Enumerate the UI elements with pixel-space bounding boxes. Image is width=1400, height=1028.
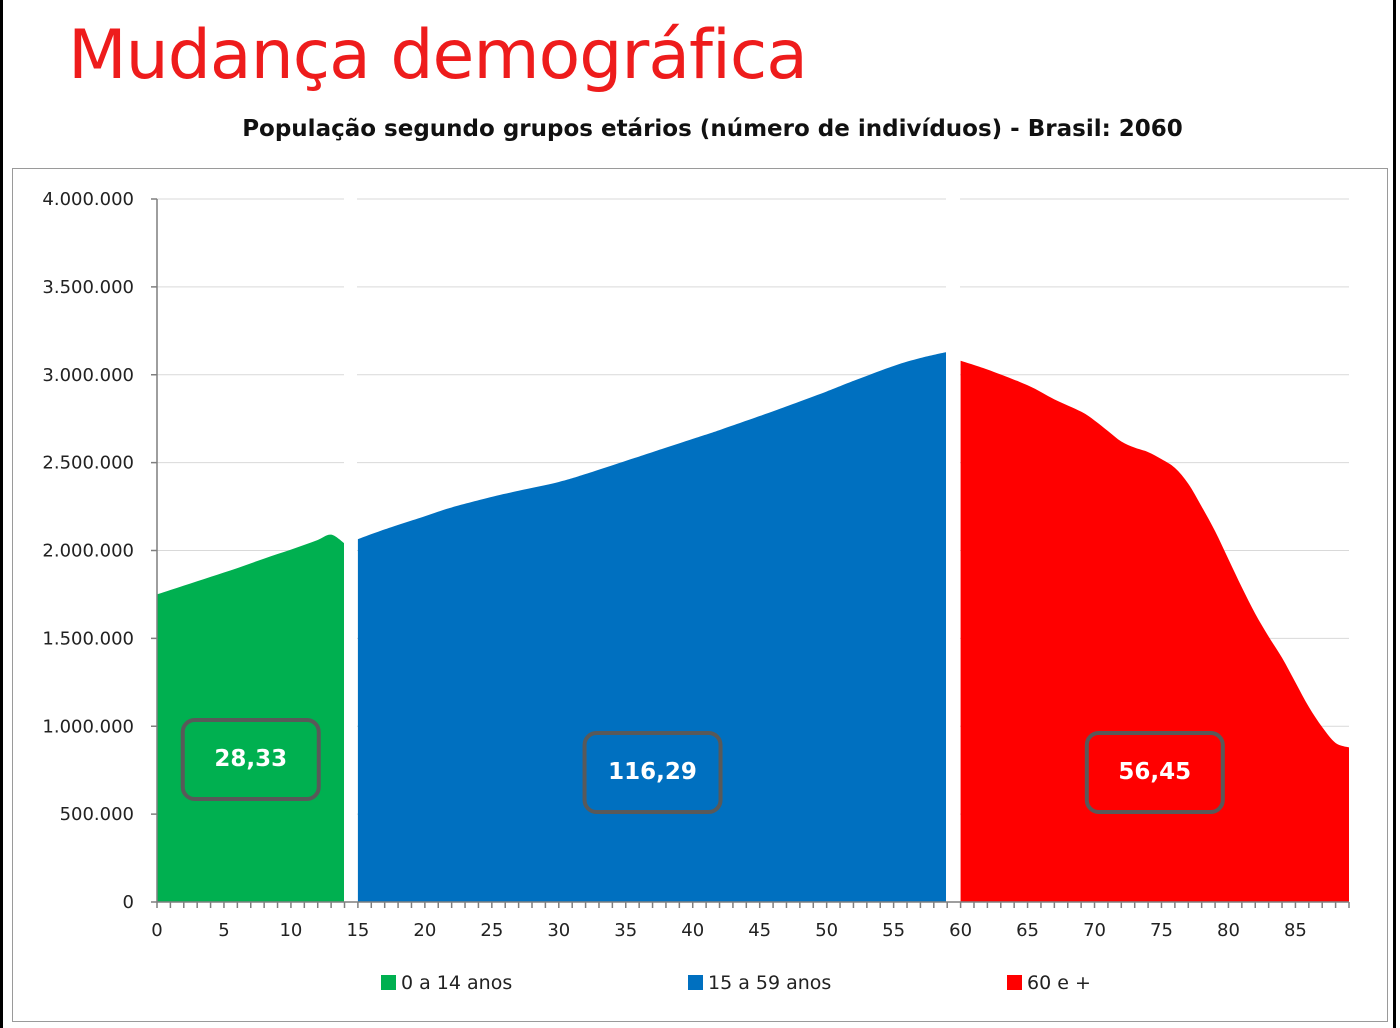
y-tick-label: 2.000.000 xyxy=(42,541,134,562)
value-box-label: 116,29 xyxy=(608,759,697,785)
y-tick-label: 0 xyxy=(123,892,134,913)
legend-label: 15 a 59 anos xyxy=(708,972,831,994)
x-tick-label: 5 xyxy=(218,920,229,941)
x-tick-label: 35 xyxy=(614,920,637,941)
page-title: Mudança demográfica xyxy=(68,16,808,95)
y-tick-label: 3.000.000 xyxy=(42,365,134,386)
x-tick-label: 50 xyxy=(815,920,838,941)
value-box xyxy=(180,718,321,801)
left-border xyxy=(0,0,3,1028)
value-box-label: 56,45 xyxy=(1118,759,1191,785)
x-tick-label: 75 xyxy=(1150,920,1173,941)
x-tick-label: 15 xyxy=(346,920,369,941)
legend-swatch xyxy=(1007,975,1022,990)
x-tick-label: 55 xyxy=(882,920,905,941)
y-tick-label: 3.500.000 xyxy=(42,277,134,298)
legend-swatch xyxy=(381,975,396,990)
x-tick-label: 80 xyxy=(1217,920,1240,941)
x-tick-label: 20 xyxy=(413,920,436,941)
group-gap xyxy=(946,189,960,902)
x-tick-label: 45 xyxy=(748,920,771,941)
group-gap xyxy=(344,189,357,902)
y-tick-label: 1.500.000 xyxy=(42,628,134,649)
x-tick-label: 70 xyxy=(1083,920,1106,941)
area-series-3 xyxy=(960,360,1349,902)
x-tick-label: 65 xyxy=(1016,920,1039,941)
x-tick-label: 40 xyxy=(681,920,704,941)
value-box xyxy=(582,731,723,814)
right-border xyxy=(1393,0,1396,1028)
x-tick-label: 25 xyxy=(480,920,503,941)
legend-swatch xyxy=(688,975,703,990)
x-tick-label: 85 xyxy=(1284,920,1307,941)
x-tick-label: 10 xyxy=(279,920,302,941)
y-tick-label: 2.500.000 xyxy=(42,453,134,474)
chart-title: População segundo grupos etários (número… xyxy=(242,116,1183,142)
y-tick-label: 500.000 xyxy=(60,804,134,825)
legend-label: 60 e + xyxy=(1027,972,1091,994)
value-box xyxy=(1084,731,1225,814)
y-tick-label: 1.000.000 xyxy=(42,716,134,737)
x-tick-label: 60 xyxy=(949,920,972,941)
y-tick-label: 4.000.000 xyxy=(42,189,134,210)
x-tick-label: 0 xyxy=(151,920,162,941)
area-series-2 xyxy=(357,351,948,903)
value-box-label: 28,33 xyxy=(214,746,287,772)
legend-label: 0 a 14 anos xyxy=(401,972,512,994)
x-tick-label: 30 xyxy=(547,920,570,941)
